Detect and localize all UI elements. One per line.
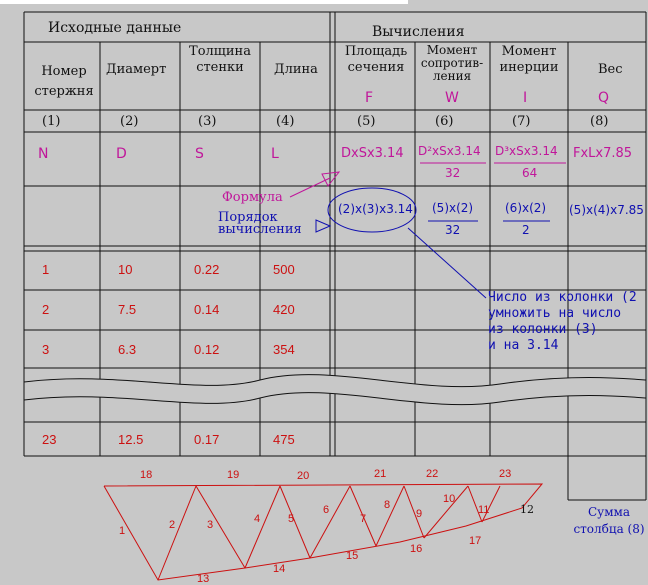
row2-n: 2 [42, 302, 50, 317]
row3-l: 354 [273, 342, 295, 357]
row2-d: 7.5 [118, 302, 137, 317]
source-data-heading: Исходные данные [48, 20, 182, 36]
letter-f: F [365, 90, 374, 106]
truss-label-13: 13 [197, 573, 210, 585]
truss-label-2: 2 [169, 519, 176, 531]
order-w-num: (5)x(2) [432, 201, 474, 215]
truss-label-21: 21 [374, 468, 387, 480]
letter-w: W [445, 90, 459, 106]
top-strip [0, 0, 408, 4]
row1-s: 0.22 [194, 262, 220, 277]
order-w-den: 32 [445, 223, 461, 237]
col-title-3: Толщина стенки [189, 44, 251, 75]
order-weight: (5)x(4)x7.85 [569, 203, 644, 217]
col-title-8: Вес [598, 62, 623, 77]
col-title-1: Номер стержня [34, 64, 94, 99]
truss-label-15: 15 [346, 550, 359, 562]
row3-n: 3 [42, 342, 50, 357]
row23-l: 475 [273, 432, 295, 447]
truss-label-12: 12 [520, 503, 534, 516]
truss-label-10: 10 [443, 493, 456, 505]
sym-s: S [195, 146, 204, 162]
formula-label: Формула [222, 190, 283, 205]
col-num-3: (3) [198, 114, 217, 129]
truss-label-9: 9 [416, 508, 423, 520]
truss-label-5: 5 [288, 513, 295, 525]
col-title-2: Диамерт [106, 62, 167, 77]
truss-label-8: 8 [384, 499, 391, 511]
truss-label-7: 7 [360, 513, 367, 525]
letter-q: Q [598, 90, 610, 106]
truss-label-18: 18 [140, 469, 153, 481]
order-label: Порядок вычисления [218, 210, 302, 237]
col-num-5: (5) [357, 114, 376, 129]
row2-s: 0.14 [194, 302, 220, 317]
col-title-4: Длина [274, 62, 318, 77]
col-num-1: (1) [42, 114, 61, 129]
col-num-8: (8) [590, 114, 609, 129]
sym-d: D [116, 146, 127, 162]
order-area: (2)x(3)x3.14 [338, 202, 413, 216]
row1-n: 1 [42, 262, 50, 277]
col-num-4: (4) [276, 114, 295, 129]
truss-label-11: 11 [478, 504, 490, 516]
col-title-5: Площадь сечения [344, 44, 408, 75]
row23-s: 0.17 [194, 432, 220, 447]
truss-label-20: 20 [297, 470, 310, 482]
formula-w-num: D²xSx3.14 [418, 144, 481, 158]
truss-label-4: 4 [254, 513, 261, 525]
col-title-7: Момент инерции [499, 44, 559, 75]
row23-d: 12.5 [118, 432, 144, 447]
row23-n: 23 [42, 432, 57, 447]
explanation-note: Число из колонки (2 умножить на число из… [488, 290, 637, 353]
formula-area: DxSx3.14 [341, 146, 404, 161]
row1-l: 500 [273, 262, 295, 277]
row3-s: 0.12 [194, 342, 220, 357]
truss-label-6: 6 [323, 504, 330, 516]
truss-label-19: 19 [227, 469, 240, 481]
order-i-num: (6)x(2) [505, 201, 547, 215]
truss-label-3: 3 [207, 519, 214, 531]
formula-weight: FxLx7.85 [573, 146, 633, 161]
truss-label-17: 17 [469, 535, 482, 547]
col-num-2: (2) [120, 114, 139, 129]
sum-label: Сумма столбца (8) [573, 505, 645, 536]
row3-d: 6.3 [118, 342, 137, 357]
col-num-6: (6) [435, 114, 454, 129]
sym-n: N [38, 146, 49, 162]
calc-heading: Вычисления [372, 24, 465, 40]
order-i-den: 2 [522, 223, 530, 237]
truss-label-16: 16 [410, 543, 423, 555]
sym-l: L [271, 146, 279, 162]
truss-label-22: 22 [426, 468, 439, 480]
formula-w-den: 32 [445, 166, 461, 180]
truss-label-23: 23 [499, 468, 512, 480]
col-num-7: (7) [512, 114, 531, 129]
col-title-6: Момент сопротив- ления [420, 43, 484, 83]
letter-i: I [523, 90, 528, 106]
formula-i-den: 64 [522, 166, 538, 180]
truss-label-14: 14 [273, 563, 286, 575]
row1-d: 10 [118, 262, 133, 277]
truss-label-1: 1 [119, 525, 126, 537]
row2-l: 420 [273, 302, 295, 317]
formula-i-num: D³xSx3.14 [495, 144, 558, 158]
